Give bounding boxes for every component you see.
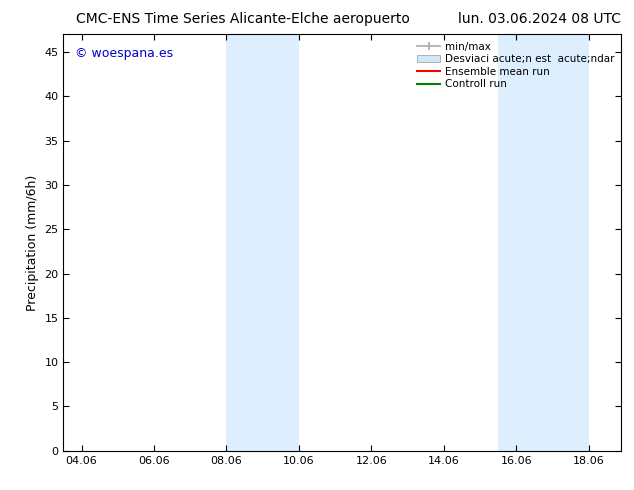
Legend: min/max, Desviaci acute;n est  acute;ndar, Ensemble mean run, Controll run: min/max, Desviaci acute;n est acute;ndar… [415,40,616,92]
Text: CMC-ENS Time Series Alicante-Elche aeropuerto: CMC-ENS Time Series Alicante-Elche aerop… [76,12,410,26]
Text: © woespana.es: © woespana.es [75,47,172,60]
Text: lun. 03.06.2024 08 UTC: lun. 03.06.2024 08 UTC [458,12,621,26]
Bar [498,34,589,451]
Bar [226,34,299,451]
Y-axis label: Precipitation (mm/6h): Precipitation (mm/6h) [26,174,39,311]
